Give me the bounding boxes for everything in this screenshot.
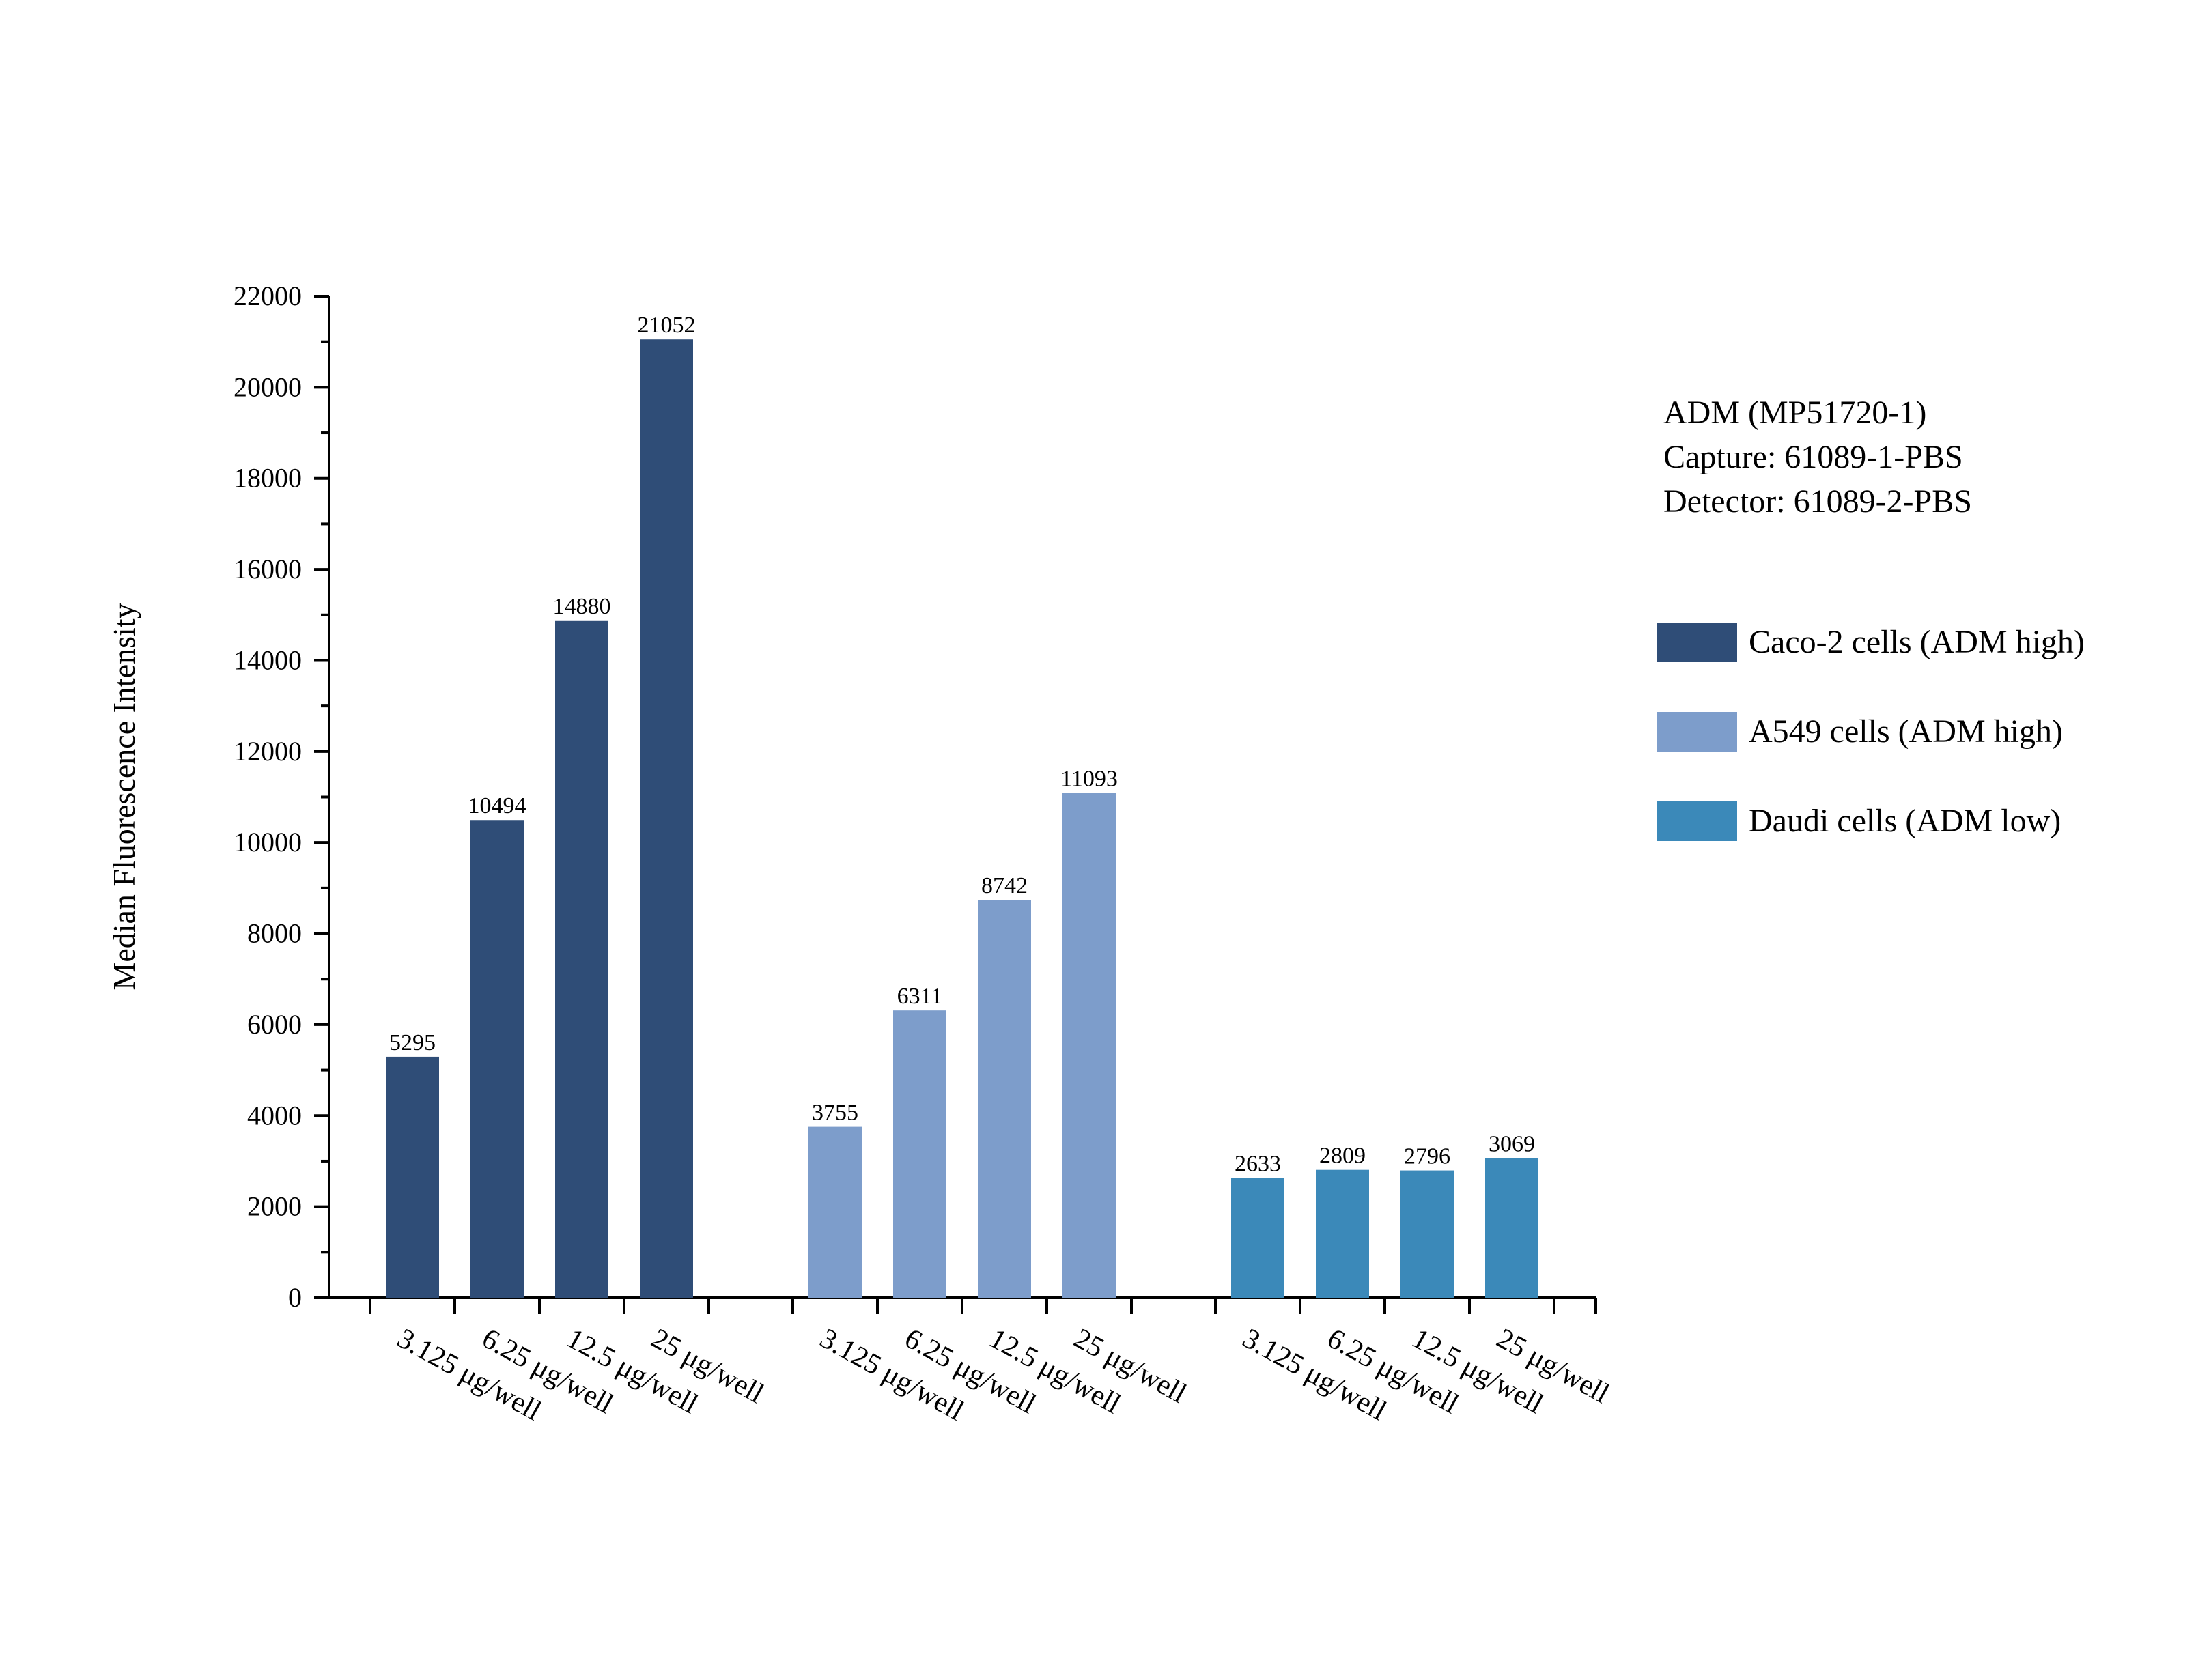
y-tick-label: 0 [288,1282,302,1313]
bar [470,820,524,1298]
y-axis-label: Median Fluorescence Intensity [107,603,141,990]
data-label: 3755 [812,1100,858,1126]
y-axis: 0 2000 4000 6000 8000 10000 12000 14000 16000 180… [234,281,330,1313]
y-tick-label: 22000 [234,281,302,311]
legend-swatch [1657,712,1737,752]
data-label: 2809 [1319,1143,1366,1169]
annotation-line: ADM (MP51720-1) [1663,395,1926,431]
legend-swatch [1657,623,1737,662]
legend-label: A549 cells (ADM high) [1749,713,2063,750]
y-tick-label: 20000 [234,371,302,402]
bar [893,1010,946,1298]
data-label: 5295 [389,1030,436,1055]
data-label: 8742 [981,873,1028,898]
data-label: 6311 [897,984,943,1009]
bars [386,339,1538,1298]
bar [1316,1169,1369,1298]
bar [555,620,608,1298]
y-tick-label: 14000 [234,644,302,675]
y-tick-label: 18000 [234,463,302,494]
y-tick-label: 16000 [234,554,302,584]
annotation-block: ADM (MP51720-1) Capture: 61089-1-PBS Detec… [1663,395,1972,519]
data-label: 2796 [1404,1144,1450,1169]
x-axis [329,1296,1597,1314]
legend-swatch [1657,801,1737,841]
bar [1062,793,1116,1298]
annotation-line: Detector: 61089-2-PBS [1663,483,1972,519]
legend-label: Caco-2 cells (ADM high) [1749,624,2085,660]
y-tick-label: 10000 [234,827,302,857]
data-label: 11093 [1060,766,1118,791]
y-tick-label: 8000 [247,918,302,949]
legend-label: Daudi cells (ADM low) [1749,803,2061,839]
data-label: 21052 [638,313,696,338]
y-tick-label: 6000 [247,1009,302,1040]
data-label: 3069 [1489,1131,1535,1156]
data-label: 10494 [468,793,526,818]
y-tick-label: 2000 [247,1191,302,1222]
annotation-line: Capture: 61089-1-PBS [1663,439,1963,475]
bar [1485,1158,1538,1298]
bar [1400,1170,1454,1298]
bar [808,1126,862,1298]
legend: Caco-2 cells (ADM high) A549 cells (ADM h… [1657,623,2085,841]
bar [1231,1178,1284,1298]
bar [978,900,1031,1298]
y-tick-label: 12000 [234,736,302,767]
bar [640,339,693,1298]
data-label: 14880 [553,594,611,619]
y-tick-label: 4000 [247,1100,302,1130]
data-label: 2633 [1235,1151,1281,1176]
bar [386,1056,439,1298]
value-labels: 5295 10494 14880 21052 3755 6311 8742 11093 2633… [389,313,1535,1176]
